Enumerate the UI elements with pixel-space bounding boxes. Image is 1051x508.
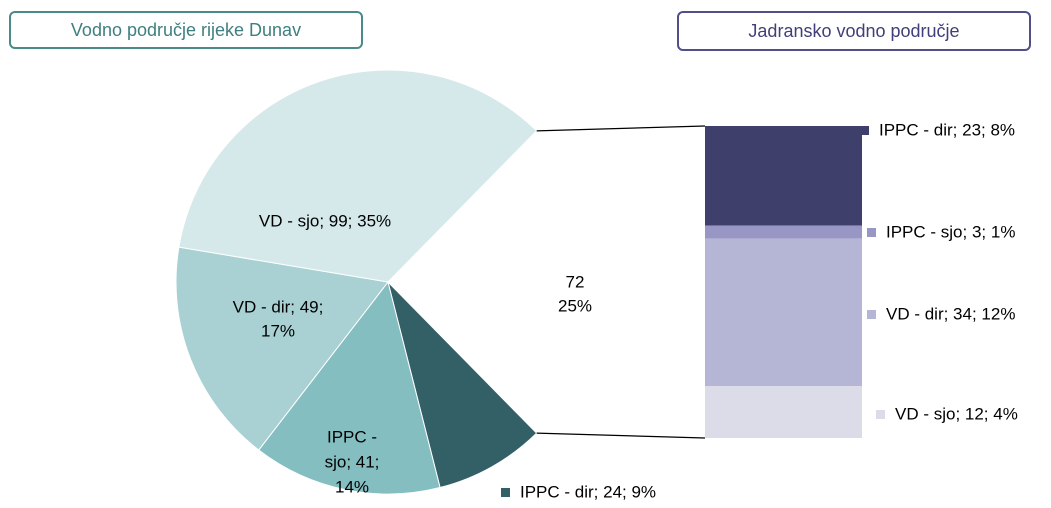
bar-segment <box>705 238 862 386</box>
title: Vodno područje rijeke Dunav <box>71 20 301 40</box>
legend-marker <box>867 228 876 237</box>
connector <box>536 432 706 439</box>
data-label: 25% <box>558 296 592 315</box>
data-label: IPPC - dir; 24; 9% <box>520 482 656 501</box>
bar-segment <box>705 126 862 226</box>
data-label: VD - dir; 49; <box>233 297 324 316</box>
data-label: IPPC - dir; 23; 8% <box>879 120 1015 139</box>
legend-marker <box>876 410 885 419</box>
title: Jadransko vodno područje <box>748 21 959 41</box>
pie-slice <box>258 280 441 495</box>
data-label: IPPC - <box>327 427 377 446</box>
data-label: VD - sjo; 99; 35% <box>259 211 391 230</box>
pie-slice <box>178 69 538 283</box>
bar-segment <box>705 225 862 239</box>
data-label: 72 <box>566 272 585 291</box>
data-label: 14% <box>335 477 369 496</box>
title-box <box>9 11 363 49</box>
legend-marker <box>860 126 869 135</box>
data-label: IPPC - sjo; 3; 1% <box>886 222 1015 241</box>
pie-slice <box>387 130 601 434</box>
data-label: 17% <box>261 321 295 340</box>
title-box <box>677 11 1031 51</box>
bar-segment <box>705 386 862 438</box>
data-label: sjo; 41; <box>325 452 380 471</box>
pie-slice <box>387 280 538 489</box>
data-label: VD - dir; 34; 12% <box>886 304 1015 323</box>
data-label: VD - sjo; 12; 4% <box>895 404 1018 423</box>
connector <box>536 125 706 132</box>
pie-slice <box>175 246 389 451</box>
legend-marker <box>501 488 510 497</box>
legend-marker <box>867 310 876 319</box>
